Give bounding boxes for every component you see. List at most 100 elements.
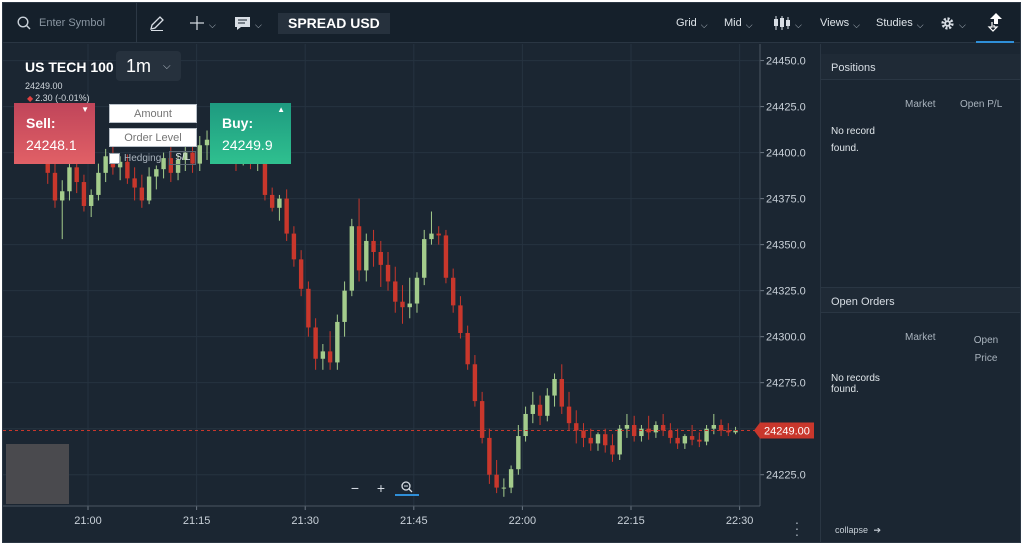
candle-body [284, 198, 289, 234]
orders-col-market: Market [905, 332, 936, 343]
candle-body [711, 425, 717, 429]
candle-body [204, 139, 210, 146]
candle-body [465, 332, 470, 365]
candle-body [400, 301, 405, 308]
candle-body [349, 226, 355, 291]
x-tick-label: 21:00 [74, 515, 102, 527]
chevron-down-icon: ⌵ [853, 19, 860, 30]
hedging-checkbox[interactable] [109, 152, 120, 164]
candle-body [407, 303, 412, 308]
zoom-out-icon[interactable]: − [350, 480, 360, 496]
candle-body [660, 425, 666, 431]
candle-body [190, 152, 195, 164]
candle-body [516, 436, 521, 470]
candle-body [574, 423, 579, 431]
collapse-label: collapse [835, 525, 869, 535]
dropup-triangle-icon[interactable]: ▲ [277, 105, 285, 114]
candle-body [487, 437, 492, 475]
toolbar: ⌵ ⌵ SPREAD USD Grid ⌵ Mid ⌵ ⌵ Views ⌵ St… [3, 3, 1020, 43]
buy-label: Buy: [222, 115, 254, 131]
zoom-indicator [395, 494, 419, 496]
transfer-tab[interactable] [976, 3, 1014, 43]
y-tick-label: 24375.0 [766, 194, 806, 206]
search-input[interactable] [39, 17, 119, 29]
candle-body [269, 194, 275, 208]
sell-button[interactable]: ▼ Sell: 24248.1 [14, 103, 95, 164]
candle-body [298, 259, 304, 289]
candle-body [617, 428, 622, 455]
symbol-search[interactable] [17, 3, 137, 43]
settings-menu[interactable]: ⌵ [940, 3, 966, 43]
x-tick-label: 21:45 [400, 515, 428, 527]
candle-body [183, 152, 188, 160]
candle-body [733, 430, 738, 433]
sell-label: Sell: [26, 115, 56, 131]
candle-body [588, 437, 593, 444]
current-price-tag [754, 422, 814, 439]
candle-body [175, 159, 181, 173]
chart-thumbnail[interactable] [6, 444, 69, 504]
hedging-label: Hedging [124, 152, 162, 164]
y-tick-label: 24400.0 [766, 148, 806, 160]
y-tick-label: 24225.0 [766, 470, 806, 482]
timeframe-select[interactable]: 1m ⌵ [116, 51, 181, 81]
crosshair-button[interactable]: ⌵ [189, 3, 216, 43]
candle-body [364, 240, 369, 271]
pencil-icon [150, 16, 164, 31]
chevron-down-icon: ⌵ [163, 60, 171, 72]
candle-body [335, 321, 340, 363]
chevron-down-icon: ⌵ [916, 19, 924, 30]
open-orders-header: Open Orders [821, 287, 1020, 313]
zoom-reset-icon[interactable] [400, 480, 414, 496]
candle-body [566, 406, 572, 424]
down-arrow-icon: ◆ [27, 94, 34, 103]
mid-label: Mid [724, 17, 742, 29]
chevron-down-icon: ⌵ [700, 19, 708, 30]
chevron-down-icon: ⌵ [795, 19, 802, 30]
candle-body [646, 428, 651, 433]
candle-body [132, 178, 137, 188]
y-tick-label: 24450.0 [766, 56, 806, 68]
dropdown-triangle-icon[interactable]: ▼ [81, 105, 89, 114]
candle-body [697, 439, 702, 442]
candle-body [74, 167, 79, 183]
buy-button[interactable]: ▲ Buy: 24249.9 [210, 103, 291, 164]
candle-body [103, 156, 108, 173]
candle-body [168, 158, 174, 173]
candle-body [378, 251, 383, 265]
order-level-field[interactable] [109, 128, 197, 147]
more-options-icon[interactable]: · · · [794, 514, 800, 542]
candle-body [530, 404, 536, 414]
y-tick-label: 24300.0 [766, 332, 806, 344]
candle-body [197, 145, 202, 164]
transfer-icon [987, 13, 1002, 32]
symbol-name: US TECH 100 [25, 59, 114, 75]
crosshair-icon [190, 16, 204, 30]
candle-body [342, 290, 347, 322]
comment-button[interactable]: ⌵ [234, 3, 262, 43]
draw-tool-button[interactable] [149, 3, 165, 43]
collapse-button[interactable]: collapse ➔ [835, 525, 881, 536]
candle-body [414, 277, 420, 304]
price-chart[interactable]: 24450.0 24425.0 24400.0 24375.0 24350.0 24325… [3, 44, 819, 543]
chevron-down-icon: ⌵ [959, 19, 966, 30]
stop-loss-button[interactable]: S/L [169, 151, 197, 165]
views-menu[interactable]: Views ⌵ [820, 3, 860, 43]
studies-menu[interactable]: Studies ⌵ [876, 3, 924, 43]
hedging-row: Hedging S/L [109, 151, 197, 165]
chevron-down-icon: ⌵ [745, 19, 753, 30]
amount-field[interactable] [109, 104, 197, 123]
mid-menu[interactable]: Mid ⌵ [724, 3, 753, 43]
candle-body [653, 425, 659, 433]
grid-menu[interactable]: Grid ⌵ [676, 3, 708, 43]
candle-body [52, 172, 58, 201]
grid-label: Grid [676, 17, 697, 29]
candle-body [356, 226, 362, 271]
right-panel: Positions Market Open P/L No record foun… [820, 44, 1020, 542]
zoom-in-icon[interactable]: + [376, 480, 386, 496]
candle-body [371, 240, 376, 252]
y-tick-label: 24275.0 [766, 378, 806, 390]
chart-type-menu[interactable]: ⌵ [773, 3, 802, 43]
search-icon [17, 16, 31, 30]
